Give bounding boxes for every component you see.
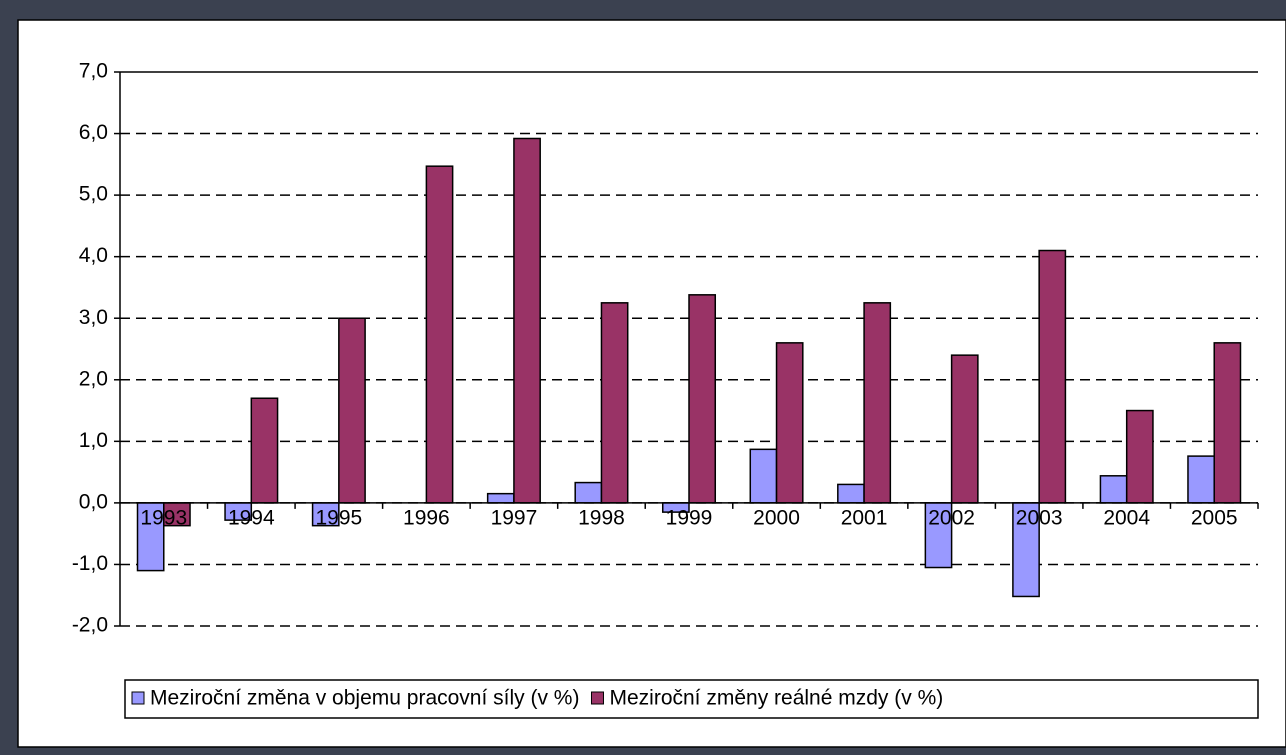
x-tick-label: 2002 (928, 506, 975, 529)
bar (837, 483, 865, 504)
bar (600, 302, 629, 504)
bar (1038, 249, 1067, 504)
x-tick-label: 2001 (841, 506, 888, 529)
bar (924, 502, 953, 569)
chart-panel (17, 19, 1286, 748)
y-tick-label: 6,0 (79, 121, 108, 144)
legend-label: Meziroční změny reálné mzdy (v %) (609, 687, 943, 710)
bar (775, 342, 804, 504)
bar (1012, 502, 1040, 598)
bar (513, 137, 541, 504)
y-tick-label: 4,0 (79, 244, 108, 267)
x-tick-label: 1993 (140, 506, 187, 529)
x-tick-label: 1996 (403, 506, 450, 529)
bar (486, 492, 515, 504)
x-tick-label: 2005 (1191, 506, 1238, 529)
bar (688, 294, 717, 504)
bar (136, 502, 165, 572)
x-tick-label: 1999 (666, 506, 713, 529)
bar (1187, 455, 1215, 504)
y-tick-label: 5,0 (79, 183, 108, 206)
bar (1099, 475, 1128, 504)
bar (950, 354, 979, 504)
x-tick-label: 1995 (315, 506, 362, 529)
bar (425, 165, 454, 504)
y-tick-label: 2,0 (79, 367, 108, 390)
bar (863, 302, 892, 504)
bar (1213, 342, 1242, 504)
bar (338, 317, 366, 504)
bar (250, 397, 279, 504)
bar (574, 481, 603, 504)
legend-swatch (590, 691, 604, 705)
y-tick-label: -2,0 (72, 614, 108, 637)
y-tick-label: 3,0 (79, 306, 108, 329)
legend-swatch (131, 691, 145, 705)
y-tick-label: 7,0 (79, 60, 108, 83)
y-tick-label: 1,0 (79, 429, 108, 452)
x-tick-label: 1994 (228, 506, 275, 529)
x-tick-label: 2004 (1103, 506, 1150, 529)
x-tick-label: 2000 (753, 506, 800, 529)
bar (749, 448, 778, 504)
x-tick-label: 1997 (491, 506, 538, 529)
legend-label: Meziroční změna v objemu pracovní síly (… (150, 687, 579, 710)
x-tick-label: 1998 (578, 506, 625, 529)
x-tick-label: 2003 (1016, 506, 1063, 529)
y-tick-label: 0,0 (79, 490, 108, 513)
legend-box (124, 679, 1259, 719)
y-tick-label: -1,0 (72, 552, 108, 575)
bar (1125, 409, 1154, 504)
